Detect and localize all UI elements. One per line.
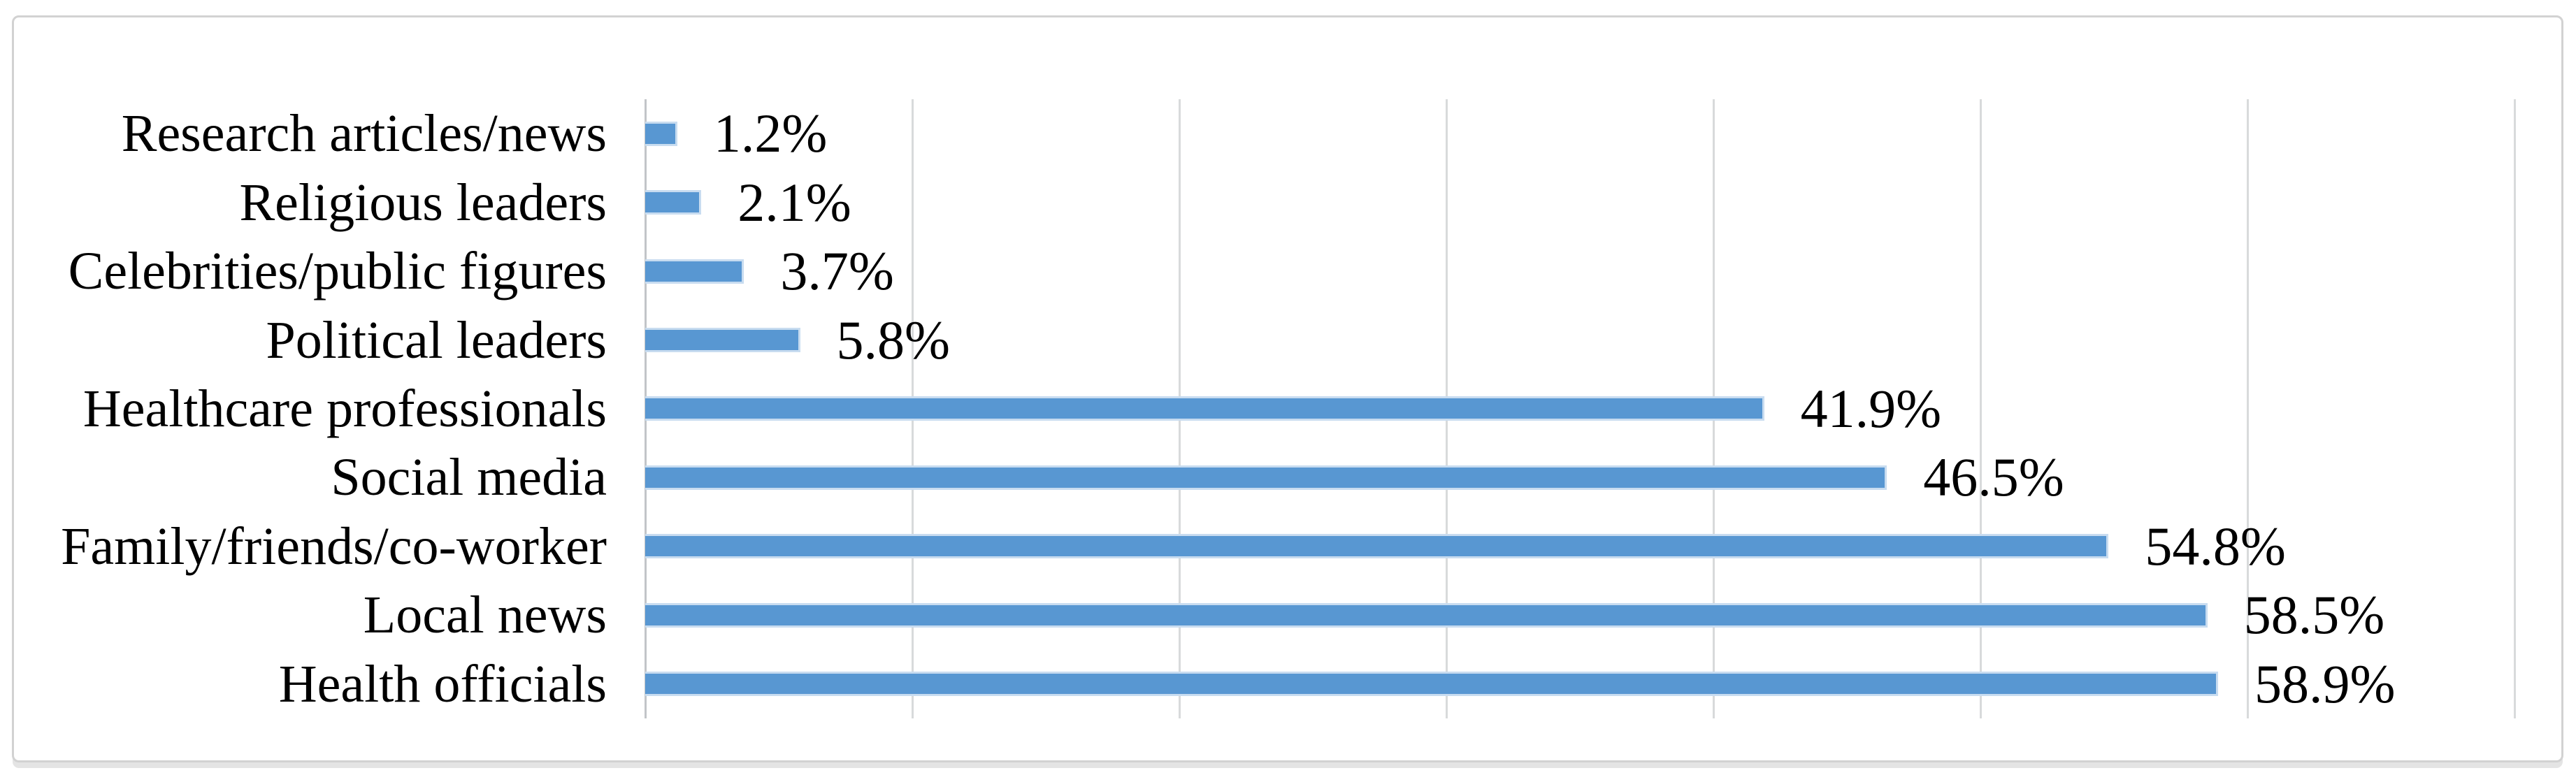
bar-row: 2.1% <box>645 168 2514 236</box>
bar-row: 58.9% <box>645 650 2514 718</box>
chart-frame: Research articles/news Religious leaders… <box>12 15 2563 762</box>
category-axis: Research articles/news Religious leaders… <box>28 99 607 718</box>
data-label: 58.5% <box>2243 584 2385 646</box>
bar-series: 1.2% 2.1% 3.7% 5.8% 41.9% <box>645 99 2514 718</box>
gridline <box>1980 99 1982 718</box>
bar-row: 41.9% <box>645 375 2514 443</box>
data-label: 1.2% <box>713 103 828 164</box>
bar-social-media <box>645 465 1887 490</box>
bar-political-leaders <box>645 328 800 353</box>
bar-family-friends-co-worker <box>645 534 2109 559</box>
bar-row: 5.8% <box>645 305 2514 374</box>
data-label: 41.9% <box>1800 377 1942 439</box>
gridline <box>2514 99 2516 718</box>
bar-row: 3.7% <box>645 237 2514 305</box>
plot-area: 1.2% 2.1% 3.7% 5.8% 41.9% <box>645 99 2516 718</box>
category-label: Celebrities/public figures <box>68 242 607 301</box>
category-label: Religious leaders <box>239 173 607 232</box>
data-label: 58.9% <box>2254 653 2396 714</box>
bar-row: 46.5% <box>645 443 2514 512</box>
category-label: Health officials <box>278 654 607 714</box>
bar-row: 58.5% <box>645 581 2514 649</box>
bar-religious-leaders <box>645 190 702 215</box>
bar-healthcare-professionals <box>645 396 1764 421</box>
data-label: 2.1% <box>737 171 851 233</box>
bar-row: 54.8% <box>645 512 2514 581</box>
data-label: 54.8% <box>2145 515 2286 577</box>
bar-row: 1.2% <box>645 99 2514 168</box>
category-label: Healthcare professionals <box>82 379 607 438</box>
bar-celebrities-public-figures <box>645 259 744 284</box>
category-label: Family/friends/co-worker <box>61 516 607 576</box>
data-label: 46.5% <box>1923 447 2064 508</box>
category-label: Social media <box>331 448 607 507</box>
bar-local-news <box>645 602 2208 628</box>
gridline <box>2247 99 2249 718</box>
data-label: 3.7% <box>780 240 894 302</box>
category-label: Political leaders <box>266 310 607 370</box>
bar-health-officials <box>645 672 2218 697</box>
category-label: Research articles/news <box>121 104 607 164</box>
data-label: 5.8% <box>836 309 951 370</box>
bar-research-articles-news <box>645 121 677 146</box>
category-label: Local news <box>363 586 607 645</box>
